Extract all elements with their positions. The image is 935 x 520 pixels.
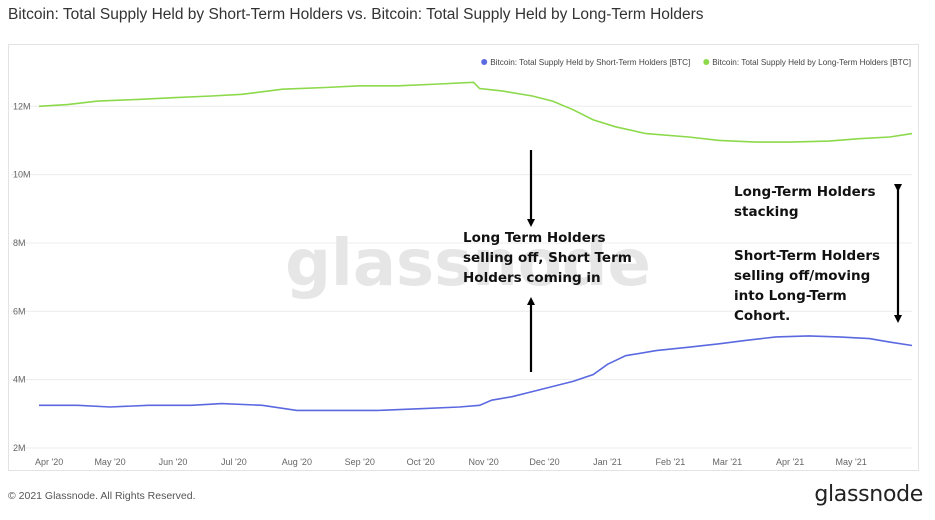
annotation-middle-line: selling off, Short Term	[463, 250, 632, 266]
annotation-middle-line: Holders coming in	[463, 270, 601, 286]
y-tick-label: 4M	[13, 375, 26, 385]
x-tick-label: Mar '21	[712, 457, 742, 467]
annotation-right-line: Cohort.	[734, 308, 791, 324]
legend-label: Bitcoin: Total Supply Held by Short-Term…	[490, 58, 690, 67]
x-tick-label: Oct '20	[407, 457, 435, 467]
annotation-right-line: into Long-Term	[734, 288, 847, 304]
chart-area: glassnode 2M 4M 6M 8M 10M 12M Apr '20 May '20 Ju…	[8, 44, 919, 471]
annotation-right-line: selling off/moving	[734, 268, 871, 284]
copyright-text: © 2021 Glassnode. All Rights Reserved.	[8, 490, 196, 502]
annotation-middle: Long Term Holders selling off, Short Ter…	[463, 228, 632, 288]
chart-title: Bitcoin: Total Supply Held by Short-Term…	[8, 6, 704, 23]
legend-marker	[703, 59, 710, 65]
x-tick-label: Jul '20	[221, 457, 247, 467]
long-term-series-line	[38, 81, 913, 143]
annotation-middle-line: Long Term Holders	[463, 230, 606, 246]
chart-svg: glassnode 2M 4M 6M 8M 10M 12M Apr '20 May '20 Ju…	[11, 58, 913, 467]
chart-legend: Bitcoin: Total Supply Held by Long-Term …	[481, 58, 911, 67]
grid-layer	[11, 105, 912, 449]
annotation-right-top: Long-Term Holders stacking	[734, 182, 875, 222]
x-tick-label: Dec '20	[529, 457, 559, 467]
series-layer	[38, 81, 913, 412]
y-tick-label: 8M	[13, 238, 26, 248]
annotation-right-bottom: Short-Term Holders selling off/moving in…	[734, 246, 880, 326]
x-tick-label: Aug '20	[282, 457, 312, 467]
x-tick-label: Jan '21	[593, 457, 622, 467]
x-tick-label: Jun '20	[159, 457, 188, 467]
y-tick-label: 2M	[13, 443, 26, 453]
legend-label: Bitcoin: Total Supply Held by Long-Term …	[712, 58, 911, 67]
legend-marker	[481, 59, 488, 65]
x-tick-label: Feb '21	[656, 457, 686, 467]
annotation-right-line: stacking	[734, 204, 799, 220]
annotation-arrows	[527, 150, 902, 372]
y-tick-label: 12M	[13, 101, 31, 111]
x-tick-label: Nov '20	[469, 457, 499, 467]
x-tick-label: Apr '20	[35, 457, 63, 467]
watermark: glassnode	[285, 227, 651, 301]
x-tick-label: Sep '20	[345, 457, 375, 467]
y-tick-label: 10M	[13, 170, 31, 180]
y-tick-label: 6M	[13, 306, 26, 316]
annotation-right-line: Long-Term Holders	[734, 184, 876, 200]
annotation-right-line: Short-Term Holders	[734, 248, 881, 264]
short-term-series-line	[39, 335, 913, 412]
x-tick-label: May '20	[94, 457, 125, 467]
glassnode-logo[interactable]: glassnode	[814, 482, 923, 507]
tick-layer: 2M 4M 6M 8M 10M 12M Apr '20 May '20 Jun '20 Jul '…	[13, 101, 867, 467]
x-tick-label: May '21	[835, 457, 866, 467]
x-tick-label: Apr '21	[776, 457, 804, 467]
